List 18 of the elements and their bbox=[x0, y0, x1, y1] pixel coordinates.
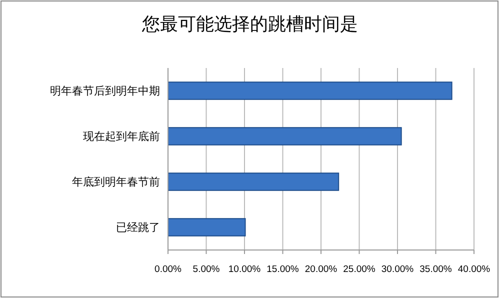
x-tick-label: 15.00% bbox=[266, 264, 300, 276]
x-tick-label: 0.00% bbox=[154, 264, 182, 276]
y-tick-label: 年底到明年春节前 bbox=[72, 175, 160, 188]
chart-title: 您最可能选择的跳槽时间是 bbox=[141, 14, 358, 35]
x-tick-label: 40.00% bbox=[458, 264, 491, 276]
x-tick-label: 5.00% bbox=[192, 264, 220, 276]
x-tick-label: 35.00% bbox=[420, 264, 452, 276]
y-tick-label: 明年春节后到明年中期 bbox=[50, 84, 160, 98]
bar bbox=[168, 172, 340, 191]
bar bbox=[168, 218, 246, 236]
y-tick-label: 现在起到年底前 bbox=[83, 130, 160, 143]
x-tick-label: 20.00% bbox=[304, 264, 338, 276]
bar bbox=[168, 82, 452, 100]
x-tick-label: 10.00% bbox=[228, 264, 262, 276]
bar bbox=[168, 127, 402, 146]
y-tick-label: 已经跳了 bbox=[116, 222, 160, 234]
x-tick-label: 30.00% bbox=[381, 264, 414, 276]
x-tick-label: 25.00% bbox=[343, 264, 376, 276]
